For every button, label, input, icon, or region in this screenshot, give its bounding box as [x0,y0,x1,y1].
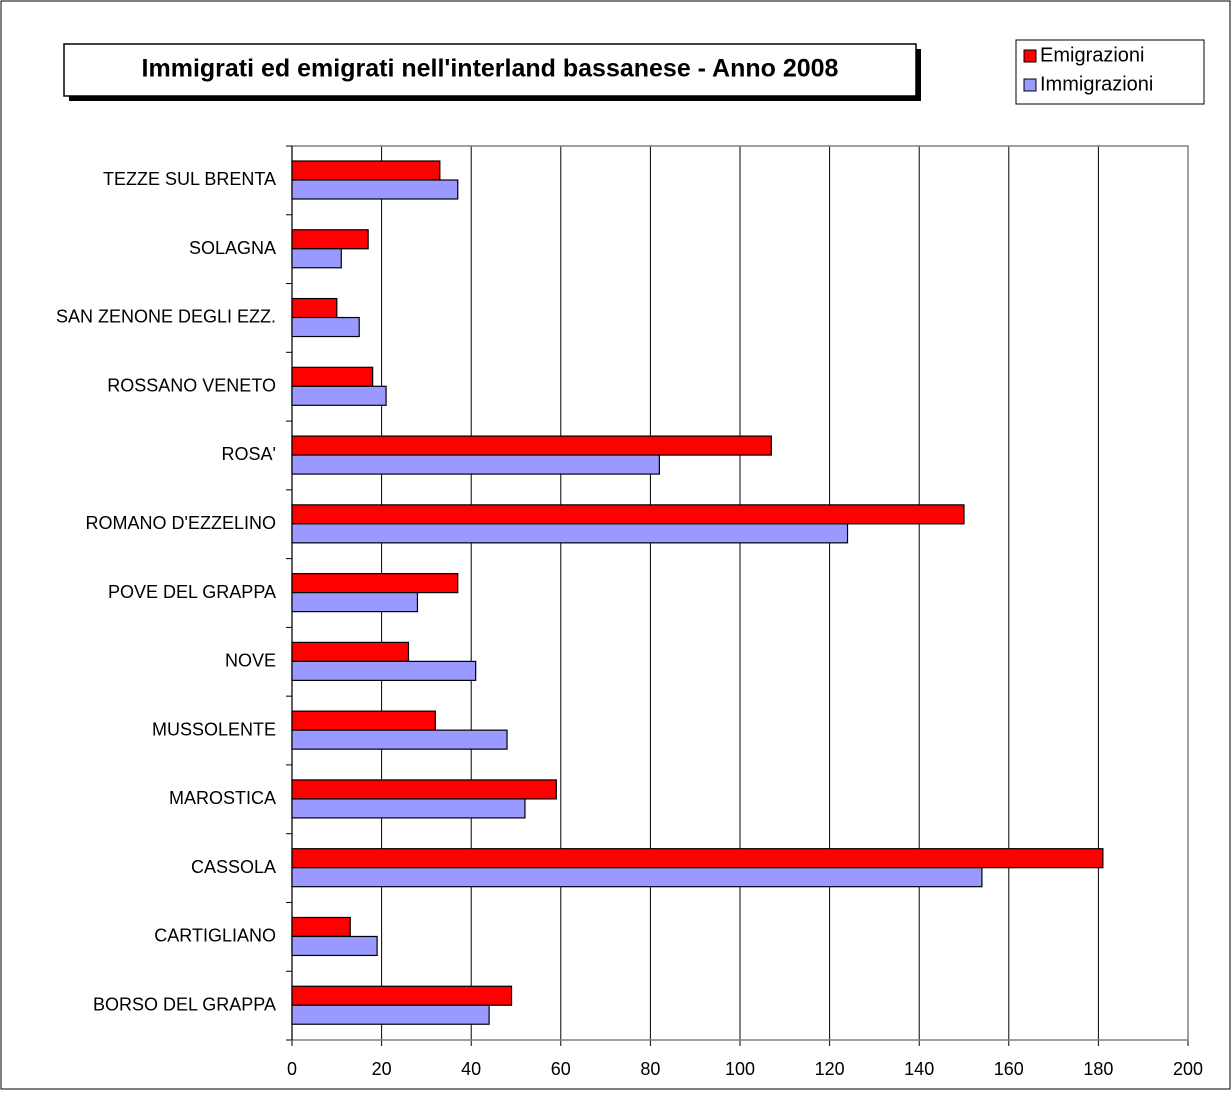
legend-swatch [1023,49,1037,63]
bar [291,573,459,594]
bar [291,1004,490,1025]
y-tick-label: NOVE [225,651,276,671]
bar [291,435,772,456]
bar [291,710,436,731]
bar [291,867,983,888]
x-tick-label: 100 [725,1059,755,1079]
bar [291,592,419,613]
y-tick-label: CASSOLA [191,857,276,877]
x-tick-label: 0 [287,1059,297,1079]
bar [291,160,441,181]
bar [291,660,477,681]
bar [291,179,459,200]
bar [291,385,387,406]
y-tick-label: SOLAGNA [189,238,276,258]
chart-title: Immigrati ed emigrati nell'interland bas… [142,55,839,83]
legend-swatch [1023,78,1037,92]
y-tick-label: MUSSOLENTE [152,719,276,739]
y-tick-label: ROSA' [222,444,276,464]
title-box [63,43,917,97]
y-tick-label: BORSO DEL GRAPPA [93,994,276,1014]
bar [291,779,557,800]
legend-label: Immigrazioni [1040,73,1153,95]
bar [291,316,360,338]
x-tick-label: 180 [1083,1059,1113,1079]
x-tick-label: 20 [372,1059,392,1079]
bar [291,641,410,662]
bar [291,297,338,319]
x-tick-label: 120 [815,1059,845,1079]
bar [291,229,369,250]
x-tick-label: 140 [904,1059,934,1079]
bar [291,798,526,819]
x-tick-label: 60 [551,1059,571,1079]
legend-label: Emigrazioni [1040,44,1144,66]
bar [291,935,378,957]
y-tick-label: POVE DEL GRAPPA [108,582,276,602]
legend-box [1015,39,1205,105]
bar [291,454,660,475]
bar [291,848,1104,869]
y-tick-label: ROMANO D'EZZELINO [86,513,276,533]
bar [291,729,508,750]
x-tick-label: 80 [640,1059,660,1079]
y-tick-label: ROSSANO VENETO [107,375,276,395]
x-tick-label: 160 [994,1059,1024,1079]
bar [291,985,513,1006]
bar [291,504,965,525]
y-tick-label: CARTIGLIANO [154,926,276,946]
bar [291,916,351,938]
y-tick-label: MAROSTICA [169,788,276,808]
x-tick-label: 200 [1173,1059,1203,1079]
bar [291,248,342,269]
y-tick-label: SAN ZENONE DEGLI EZZ. [56,307,276,327]
x-tick-label: 40 [461,1059,481,1079]
bar [291,366,374,387]
bar [291,523,849,544]
y-tick-label: TEZZE SUL BRENTA [103,169,276,189]
